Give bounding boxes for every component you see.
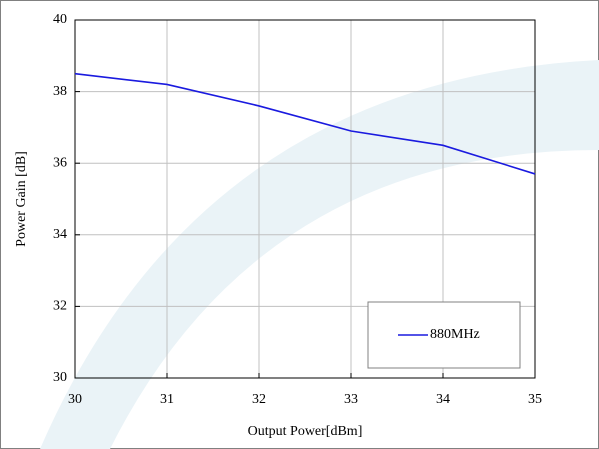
data-line	[74, 72, 536, 175]
watermark	[40, 60, 599, 449]
x-tick-label: 35	[528, 392, 542, 407]
y-tick-label: 30	[53, 370, 67, 385]
x-tick-label: 33	[344, 392, 358, 407]
y-tick-label: 32	[53, 299, 67, 314]
x-tick-label: 32	[252, 392, 266, 407]
x-tick-label: 31	[160, 392, 174, 407]
x-axis-label: Output Power[dBm]	[248, 424, 363, 439]
plot-border	[74, 19, 536, 379]
y-tick-label: 40	[53, 12, 67, 27]
legend-label: 880MHz	[430, 327, 480, 342]
x-tick-label: 34	[436, 392, 450, 407]
y-tick-label: 38	[53, 84, 67, 99]
x-tick-label: 30	[68, 392, 82, 407]
y-tick-label: 36	[53, 155, 67, 170]
y-tick-label: 34	[53, 227, 67, 242]
y-axis-label: Power Gain [dB]	[14, 151, 29, 247]
legend-box	[367, 301, 521, 369]
